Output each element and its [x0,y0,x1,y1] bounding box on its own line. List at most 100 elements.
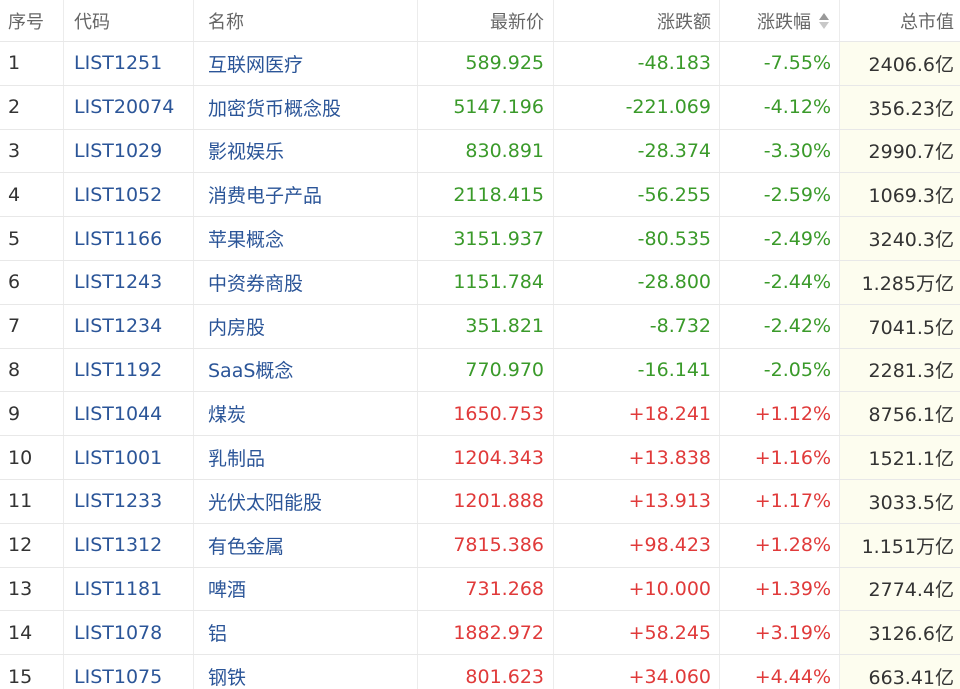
table-row[interactable]: 14 LIST1078 铝 1882.972 +58.245 +3.19% 3126.6亿 [0,611,960,656]
row-code-link[interactable]: LIST1243 [64,261,194,304]
row-name-link[interactable]: 啤酒 [194,567,418,611]
row-change-percent: -4.12% [720,85,840,129]
row-market-cap: 663.41亿 [840,655,960,689]
table-row[interactable]: 9 LIST1044 煤炭 1650.753 +18.241 +1.12% 8756.1亿 [0,392,960,437]
row-change-percent: +1.17% [720,480,840,523]
row-change-percent: -3.30% [720,129,840,173]
table-row[interactable]: 5 LIST1166 苹果概念 3151.937 -80.535 -2.49% 3240.3… [0,217,960,261]
row-code-link[interactable]: LIST1192 [64,348,194,392]
table-row[interactable]: 11 LIST1233 光伏太阳能股 1201.888 +13.913 +1.17% 303… [0,480,960,524]
row-code-link[interactable]: LIST20074 [64,85,194,129]
row-code-link[interactable]: LIST1001 [64,436,194,479]
row-name-link[interactable]: 光伏太阳能股 [194,480,418,523]
row-code-link[interactable]: LIST1166 [64,217,194,260]
row-name-link[interactable]: 煤炭 [194,392,418,436]
row-change: -48.183 [554,42,720,85]
table-row[interactable]: 15 LIST1075 钢铁 801.623 +34.060 +4.44% 663.41亿 [0,655,960,689]
row-change-percent: +3.19% [720,611,840,655]
table-row[interactable]: 12 LIST1312 有色金属 7815.386 +98.423 +1.28% 1.151… [0,523,960,568]
row-code-link[interactable]: LIST1075 [64,655,194,689]
header-name[interactable]: 名称 [194,0,418,41]
row-index: 13 [0,567,64,611]
row-name-link[interactable]: 铝 [194,611,418,655]
row-name-link[interactable]: 内房股 [194,304,418,348]
row-name-link[interactable]: SaaS概念 [194,348,418,392]
header-change[interactable]: 涨跌额 [554,0,720,41]
row-name-link[interactable]: 中资券商股 [194,261,418,304]
row-change-percent: -7.55% [720,42,840,85]
header-change-percent-label: 涨跌幅 [757,11,811,33]
row-price: 7815.386 [418,523,554,567]
header-price[interactable]: 最新价 [418,0,554,41]
row-code-link[interactable]: LIST1234 [64,304,194,348]
row-change: +18.241 [554,392,720,436]
row-change-percent: -2.05% [720,348,840,392]
row-name-link[interactable]: 影视娱乐 [194,129,418,173]
row-market-cap: 3033.5亿 [840,480,960,523]
header-code[interactable]: 代码 [64,0,194,41]
table-row[interactable]: 4 LIST1052 消费电子产品 2118.415 -56.255 -2.59% 1069… [0,173,960,218]
row-index: 8 [0,348,64,392]
row-price: 830.891 [418,129,554,173]
row-code-link[interactable]: LIST1052 [64,173,194,217]
row-change-percent: +1.39% [720,567,840,611]
row-code-link[interactable]: LIST1312 [64,523,194,567]
row-market-cap: 3126.6亿 [840,611,960,655]
row-index: 6 [0,261,64,304]
row-price: 1151.784 [418,261,554,304]
row-change: -28.800 [554,261,720,304]
row-code-link[interactable]: LIST1251 [64,42,194,85]
table-row[interactable]: 13 LIST1181 啤酒 731.268 +10.000 +1.39% 2774.4亿 [0,567,960,612]
row-change: +34.060 [554,655,720,689]
header-change-percent[interactable]: 涨跌幅 [720,0,840,41]
row-index: 14 [0,611,64,655]
table-row[interactable]: 7 LIST1234 内房股 351.821 -8.732 -2.42% 7041.5亿 [0,304,960,349]
table-row[interactable]: 3 LIST1029 影视娱乐 830.891 -28.374 -3.30% 2990.7亿 [0,129,960,174]
header-index[interactable]: 序号 [0,0,64,41]
row-market-cap: 8756.1亿 [840,392,960,436]
row-code-link[interactable]: LIST1233 [64,480,194,523]
row-name-link[interactable]: 消费电子产品 [194,173,418,217]
table-row[interactable]: 1 LIST1251 互联网医疗 589.925 -48.183 -7.55% 2406.6… [0,42,960,86]
row-change: +13.913 [554,480,720,523]
table-row[interactable]: 10 LIST1001 乳制品 1204.343 +13.838 +1.16% 1521.1… [0,436,960,480]
sort-icon[interactable] [819,11,829,31]
row-index: 15 [0,655,64,689]
row-name-link[interactable]: 加密货币概念股 [194,85,418,129]
row-market-cap: 2406.6亿 [840,42,960,85]
row-index: 4 [0,173,64,217]
row-change-percent: -2.44% [720,261,840,304]
header-market-cap[interactable]: 总市值 [840,0,960,41]
row-price: 1882.972 [418,611,554,655]
row-market-cap: 3240.3亿 [840,217,960,260]
row-name-link[interactable]: 苹果概念 [194,217,418,260]
table-row[interactable]: 2 LIST20074 加密货币概念股 5147.196 -221.069 -4.12% 3… [0,85,960,130]
row-market-cap: 7041.5亿 [840,304,960,348]
row-price: 770.970 [418,348,554,392]
row-code-link[interactable]: LIST1078 [64,611,194,655]
row-market-cap: 2774.4亿 [840,567,960,611]
row-change-percent: +1.16% [720,436,840,479]
row-price: 351.821 [418,304,554,348]
row-change: -16.141 [554,348,720,392]
row-code-link[interactable]: LIST1181 [64,567,194,611]
table-row[interactable]: 8 LIST1192 SaaS概念 770.970 -16.141 -2.05% 2281.… [0,348,960,393]
row-market-cap: 2990.7亿 [840,129,960,173]
table-header: 序号 代码 名称 最新价 涨跌额 涨跌幅 总市值 [0,0,960,42]
table-row[interactable]: 6 LIST1243 中资券商股 1151.784 -28.800 -2.44% 1.285… [0,261,960,305]
row-name-link[interactable]: 乳制品 [194,436,418,479]
row-name-link[interactable]: 钢铁 [194,655,418,689]
row-change: +13.838 [554,436,720,479]
row-market-cap: 1069.3亿 [840,173,960,217]
row-change: -56.255 [554,173,720,217]
row-index: 12 [0,523,64,567]
row-change-percent: -2.49% [720,217,840,260]
row-code-link[interactable]: LIST1044 [64,392,194,436]
row-change: +10.000 [554,567,720,611]
row-name-link[interactable]: 互联网医疗 [194,42,418,85]
row-change-percent: +1.12% [720,392,840,436]
row-code-link[interactable]: LIST1029 [64,129,194,173]
row-name-link[interactable]: 有色金属 [194,523,418,567]
row-market-cap: 1521.1亿 [840,436,960,479]
row-market-cap: 356.23亿 [840,85,960,129]
